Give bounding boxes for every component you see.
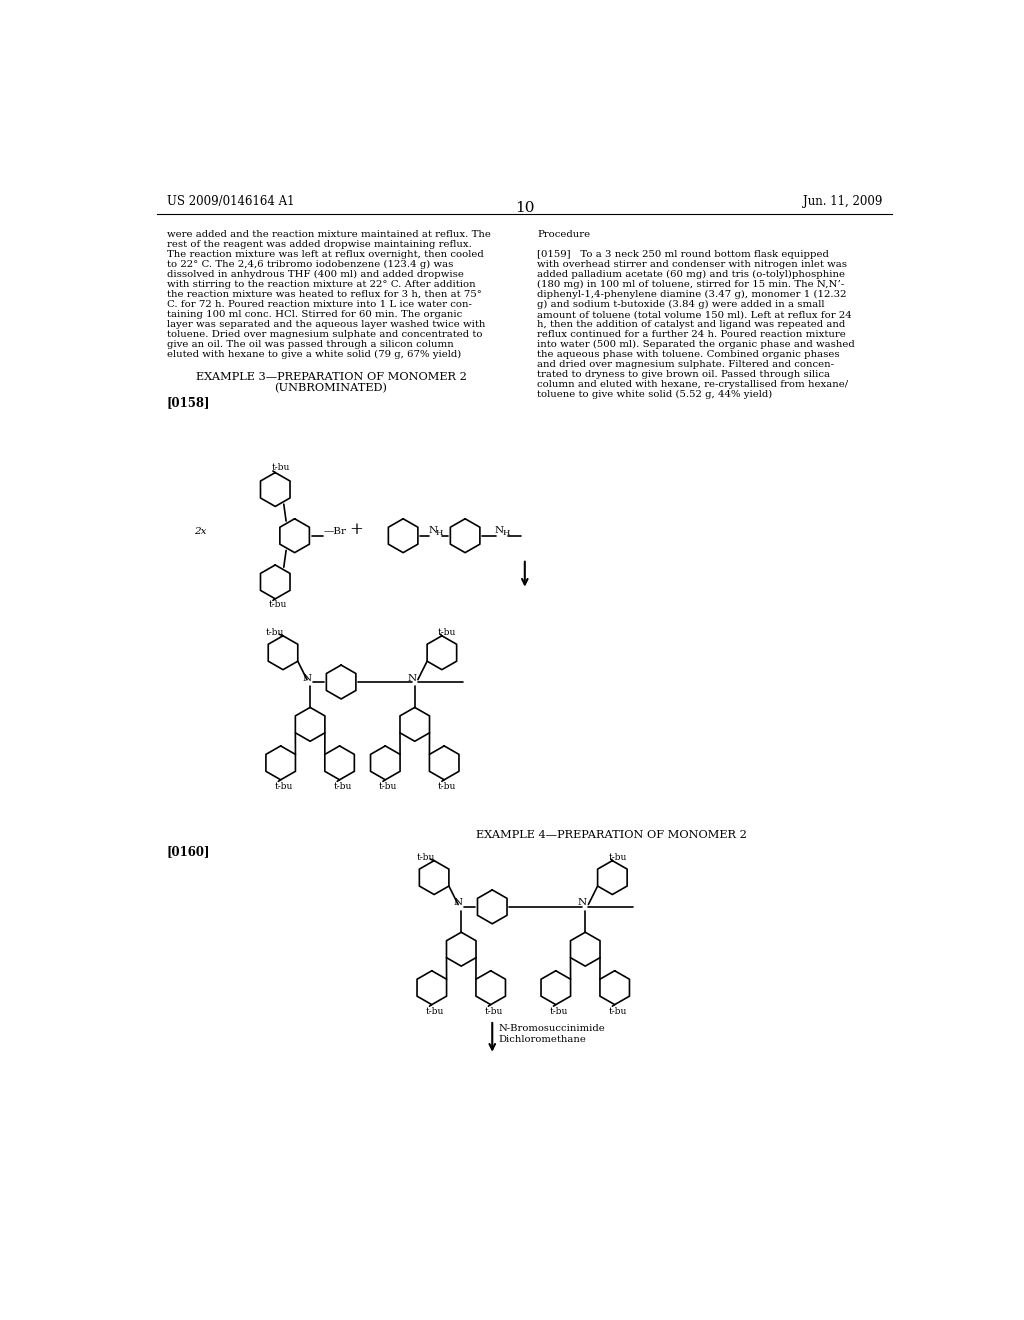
Text: Procedure: Procedure: [538, 230, 590, 239]
Text: the aqueous phase with toluene. Combined organic phases: the aqueous phase with toluene. Combined…: [538, 350, 840, 359]
Text: rest of the reagent was added dropwise maintaining reflux.: rest of the reagent was added dropwise m…: [167, 240, 472, 249]
Text: the reaction mixture was heated to reflux for 3 h, then at 75°: the reaction mixture was heated to reflu…: [167, 290, 481, 300]
Text: t-bu: t-bu: [438, 628, 457, 638]
Text: [0159]   To a 3 neck 250 ml round bottom flask equipped: [0159] To a 3 neck 250 ml round bottom f…: [538, 249, 829, 259]
Text: with overhead stirrer and condenser with nitrogen inlet was: with overhead stirrer and condenser with…: [538, 260, 847, 269]
Text: t-bu: t-bu: [608, 1007, 627, 1016]
Text: N: N: [578, 899, 587, 907]
Text: The reaction mixture was left at reflux overnight, then cooled: The reaction mixture was left at reflux …: [167, 249, 483, 259]
Text: C. for 72 h. Poured reaction mixture into 1 L ice water con-: C. for 72 h. Poured reaction mixture int…: [167, 300, 472, 309]
Text: t-bu: t-bu: [484, 1007, 503, 1016]
Text: and dried over magnesium sulphate. Filtered and concen-: and dried over magnesium sulphate. Filte…: [538, 360, 835, 370]
Text: N-Bromosuccinimide: N-Bromosuccinimide: [499, 1024, 605, 1032]
Text: (180 mg) in 100 ml of toluene, stirred for 15 min. The N,N’-: (180 mg) in 100 ml of toluene, stirred f…: [538, 280, 845, 289]
Text: t-bu: t-bu: [426, 1007, 444, 1016]
Text: dissolved in anhydrous THF (400 ml) and added dropwise: dissolved in anhydrous THF (400 ml) and …: [167, 271, 464, 279]
Text: t-bu: t-bu: [269, 601, 288, 610]
Text: t-bu: t-bu: [550, 1007, 568, 1016]
Text: layer was separated and the aqueous layer washed twice with: layer was separated and the aqueous laye…: [167, 321, 485, 329]
Text: trated to dryness to give brown oil. Passed through silica: trated to dryness to give brown oil. Pas…: [538, 370, 830, 379]
Text: t-bu: t-bu: [266, 628, 285, 638]
Text: t-bu: t-bu: [271, 462, 290, 471]
Text: +: +: [349, 521, 362, 539]
Text: to 22° C. The 2,4,6 tribromo iodobenzene (123.4 g) was: to 22° C. The 2,4,6 tribromo iodobenzene…: [167, 260, 454, 269]
Text: column and eluted with hexane, re-crystallised from hexane/: column and eluted with hexane, re-crysta…: [538, 380, 848, 389]
Text: 2x: 2x: [194, 528, 207, 536]
Text: H: H: [503, 528, 510, 537]
Text: t-bu: t-bu: [379, 781, 397, 791]
Text: (UNBROMINATED): (UNBROMINATED): [274, 383, 387, 393]
Text: amount of toluene (total volume 150 ml). Left at reflux for 24: amount of toluene (total volume 150 ml).…: [538, 310, 852, 319]
Text: EXAMPLE 4—PREPARATION OF MONOMER 2: EXAMPLE 4—PREPARATION OF MONOMER 2: [476, 830, 748, 840]
Text: H: H: [435, 528, 443, 537]
Text: EXAMPLE 3—PREPARATION OF MONOMER 2: EXAMPLE 3—PREPARATION OF MONOMER 2: [196, 372, 467, 381]
Text: t-bu: t-bu: [334, 781, 352, 791]
Text: toluene to give white solid (5.52 g, 44% yield): toluene to give white solid (5.52 g, 44%…: [538, 391, 772, 399]
Text: t-bu: t-bu: [274, 781, 293, 791]
Text: diphenyl-1,4-phenylene diamine (3.47 g), monomer 1 (12.32: diphenyl-1,4-phenylene diamine (3.47 g),…: [538, 290, 847, 300]
Text: N: N: [454, 899, 463, 907]
Text: Jun. 11, 2009: Jun. 11, 2009: [804, 194, 883, 207]
Text: give an oil. The oil was passed through a silicon column: give an oil. The oil was passed through …: [167, 341, 454, 348]
Text: [0160]: [0160]: [167, 845, 210, 858]
Text: t-bu: t-bu: [438, 781, 457, 791]
Text: t-bu: t-bu: [417, 853, 435, 862]
Text: into water (500 ml). Separated the organic phase and washed: into water (500 ml). Separated the organ…: [538, 341, 855, 350]
Text: h, then the addition of catalyst and ligand was repeated and: h, then the addition of catalyst and lig…: [538, 321, 846, 329]
Text: added palladium acetate (60 mg) and tris (o-tolyl)phosphine: added palladium acetate (60 mg) and tris…: [538, 271, 845, 279]
Text: N: N: [302, 673, 311, 682]
Text: 10: 10: [515, 201, 535, 215]
Text: N: N: [495, 525, 504, 535]
Text: taining 100 ml conc. HCl. Stirred for 60 min. The organic: taining 100 ml conc. HCl. Stirred for 60…: [167, 310, 462, 319]
Text: reflux continued for a further 24 h. Poured reaction mixture: reflux continued for a further 24 h. Pou…: [538, 330, 846, 339]
Text: N: N: [429, 525, 438, 535]
Text: were added and the reaction mixture maintained at reflux. The: were added and the reaction mixture main…: [167, 230, 490, 239]
Text: —Br: —Br: [324, 528, 346, 536]
Text: g) and sodium t-butoxide (3.84 g) were added in a small: g) and sodium t-butoxide (3.84 g) were a…: [538, 300, 824, 309]
Text: Dichloromethane: Dichloromethane: [499, 1035, 587, 1044]
Text: t-bu: t-bu: [608, 853, 627, 862]
Text: [0158]: [0158]: [167, 396, 210, 409]
Text: N: N: [408, 673, 416, 682]
Text: toluene. Dried over magnesium sulphate and concentrated to: toluene. Dried over magnesium sulphate a…: [167, 330, 482, 339]
Text: US 2009/0146164 A1: US 2009/0146164 A1: [167, 194, 294, 207]
Text: eluted with hexane to give a white solid (79 g, 67% yield): eluted with hexane to give a white solid…: [167, 350, 461, 359]
Text: with stirring to the reaction mixture at 22° C. After addition: with stirring to the reaction mixture at…: [167, 280, 475, 289]
